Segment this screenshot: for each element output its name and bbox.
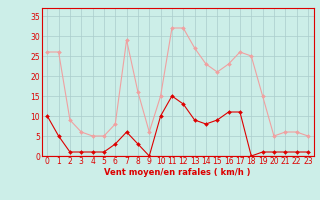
X-axis label: Vent moyen/en rafales ( km/h ): Vent moyen/en rafales ( km/h ) [104, 168, 251, 177]
